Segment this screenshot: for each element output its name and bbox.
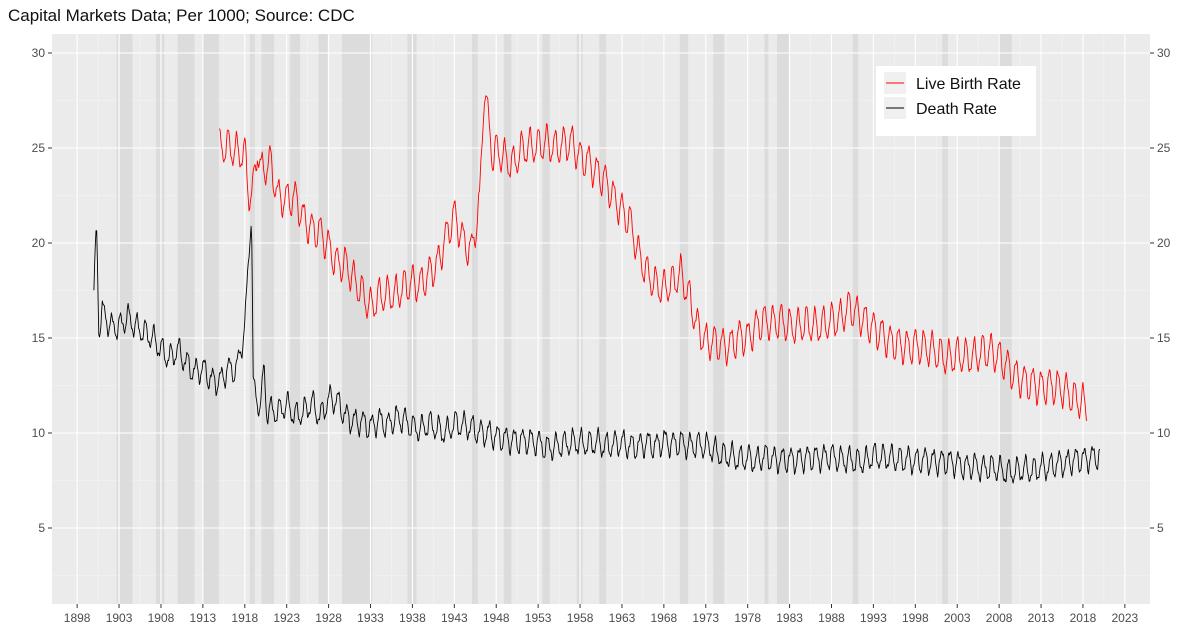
- x-tick-label: 1928: [315, 611, 342, 625]
- recession-band: [679, 34, 689, 604]
- recession-band: [116, 34, 133, 604]
- x-tick-label: 1968: [651, 611, 678, 625]
- x-tick-label: 1903: [106, 611, 133, 625]
- y-tick-label-left: 15: [32, 331, 46, 345]
- x-tick-label: 1998: [902, 611, 929, 625]
- recession-band: [177, 34, 195, 604]
- recession-band: [261, 34, 275, 604]
- recession-band: [155, 34, 165, 604]
- recession-band: [290, 34, 301, 604]
- x-tick-label: 1938: [399, 611, 426, 625]
- x-tick-label: 1913: [190, 611, 217, 625]
- y-tick-label-right: 20: [1157, 236, 1171, 250]
- y-tick-label-right: 15: [1157, 331, 1171, 345]
- y-tick-label-left: 25: [32, 141, 46, 155]
- x-tick-label: 2023: [1112, 611, 1139, 625]
- y-tick-label-left: 30: [32, 46, 46, 60]
- x-tick-label: 1943: [441, 611, 468, 625]
- recession-band: [599, 34, 607, 604]
- x-tick-label: 1963: [609, 611, 636, 625]
- y-tick-label-left: 10: [32, 426, 46, 440]
- recession-band: [342, 34, 373, 604]
- recession-band: [318, 34, 328, 604]
- x-tick-label: 2008: [986, 611, 1013, 625]
- x-tick-label: 1948: [483, 611, 510, 625]
- recession-band: [713, 34, 725, 604]
- series-line-live-birth-rate: [219, 95, 1088, 421]
- recession-band: [852, 34, 859, 604]
- y-tick-label-right: 25: [1157, 141, 1171, 155]
- x-tick-label: 2003: [944, 611, 971, 625]
- y-tick-label-right: 5: [1157, 521, 1164, 535]
- x-tick-label: 1978: [734, 611, 761, 625]
- x-tick-label: 1918: [231, 611, 258, 625]
- x-tick-label: 1908: [148, 611, 175, 625]
- x-tick-label: 1933: [357, 611, 384, 625]
- x-tick-label: 1988: [818, 611, 845, 625]
- x-tick-label: 1983: [776, 611, 803, 625]
- series-line-death-rate: [93, 225, 1101, 484]
- y-tick-label-left: 20: [32, 236, 46, 250]
- x-tick-label: 2018: [1070, 611, 1097, 625]
- x-tick-label: 1923: [273, 611, 300, 625]
- y-tick-label-right: 30: [1157, 46, 1171, 60]
- legend-label: Live Birth Rate: [916, 76, 1021, 93]
- x-tick-label: 1898: [64, 611, 91, 625]
- recession-band: [471, 34, 478, 604]
- x-tick-label: 1973: [692, 611, 719, 625]
- x-tick-label: 2013: [1028, 611, 1055, 625]
- x-tick-label: 1993: [860, 611, 887, 625]
- x-tick-label: 1958: [567, 611, 594, 625]
- y-tick-label-right: 10: [1157, 426, 1171, 440]
- recession-band: [542, 34, 550, 604]
- recession-band: [202, 34, 219, 604]
- recession-band: [942, 34, 949, 604]
- chart-title: Capital Markets Data; Per 1000; Source: …: [8, 6, 355, 25]
- x-tick-label: 1953: [525, 611, 552, 625]
- y-tick-label-left: 5: [38, 521, 45, 535]
- legend: Live Birth Rate Death Rate: [876, 66, 1036, 136]
- legend-label: Death Rate: [916, 101, 997, 118]
- recession-band: [503, 34, 512, 604]
